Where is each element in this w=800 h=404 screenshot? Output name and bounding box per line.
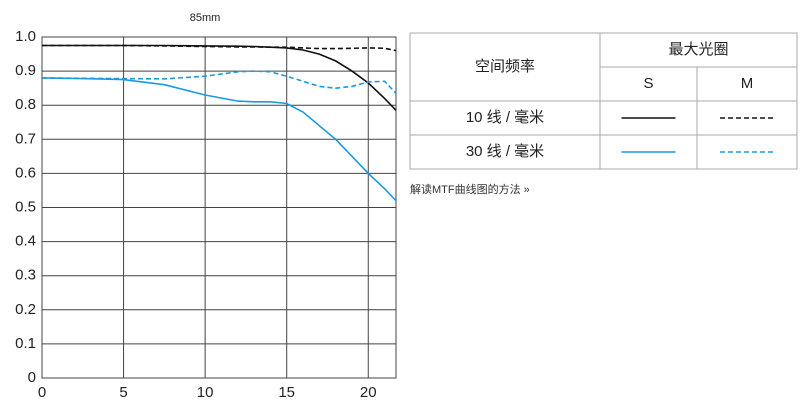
y-tick-label: 0.7 [15, 130, 36, 147]
x-tick-label: 10 [197, 384, 214, 401]
y-tick-label: 0.8 [15, 96, 36, 113]
y-tick-label: 0 [28, 369, 36, 386]
x-tick-label: 15 [278, 384, 295, 401]
series-line [42, 44, 397, 52]
x-tick-label: 20 [360, 384, 377, 401]
series-line [42, 44, 397, 111]
plot-frame [41, 36, 397, 379]
table-header: 空间频率 [475, 58, 535, 75]
y-tick-label: 0.2 [15, 301, 36, 318]
y-tick-label: 0.4 [15, 233, 36, 250]
x-tick-label: 5 [119, 384, 127, 401]
y-tick-label: 0.3 [15, 267, 36, 284]
link[interactable]: 解读MTF曲线图的方法 » [410, 182, 530, 196]
y-tick-label: 0.1 [15, 335, 36, 352]
y-tick-label: 0.9 [15, 62, 36, 79]
row-label: 30 线 / 毫米 [466, 142, 544, 160]
x-tick-label: 0 [38, 384, 46, 401]
table-header: 最大光圈 [668, 41, 728, 58]
chart-title: 85mm [190, 12, 221, 24]
row-label: 10 线 / 毫米 [466, 108, 544, 126]
column-label: M [741, 75, 754, 92]
series-line [41, 77, 397, 202]
column-label: S [643, 75, 653, 92]
series-line [41, 70, 397, 94]
y-tick-label: 1.0 [15, 28, 36, 45]
y-tick-label: 0.6 [15, 164, 36, 181]
y-tick-label: 0.5 [15, 198, 36, 215]
